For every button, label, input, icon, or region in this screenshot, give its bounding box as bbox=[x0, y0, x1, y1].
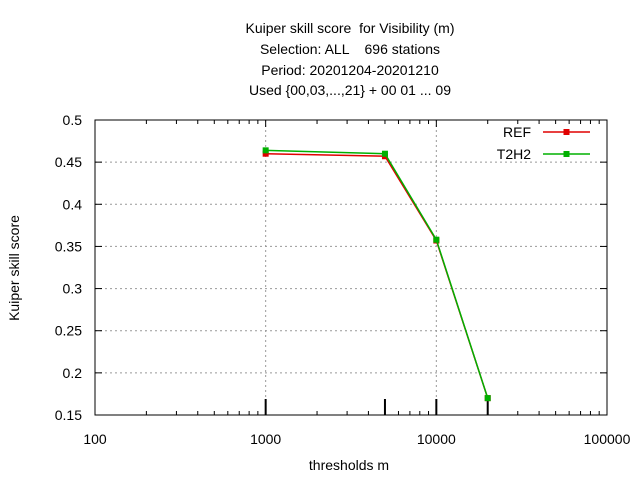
series-line-ref bbox=[265, 152, 489, 399]
series-line-t2h2 bbox=[265, 149, 489, 399]
x-tick-label: 100000 bbox=[584, 431, 631, 447]
legend-marker-t2h2 bbox=[563, 151, 570, 157]
y-tick-label: 0.45 bbox=[55, 154, 82, 170]
x-tick-label: 100 bbox=[83, 431, 107, 447]
chart-title-line-3: Period: 20201204-20201210 bbox=[261, 62, 439, 78]
y-tick-label: 0.15 bbox=[55, 407, 82, 423]
y-tick-label: 0.5 bbox=[63, 112, 83, 128]
legend-label-ref: REF bbox=[503, 124, 531, 140]
chart-title-line-2: Selection: ALL 696 stations bbox=[259, 41, 441, 57]
chart-title-line-4: Used {00,03,...,21} + 00 01 ... 09 bbox=[249, 82, 451, 98]
y-tick-label: 0.35 bbox=[55, 238, 82, 254]
x-tick-label: 10000 bbox=[417, 431, 456, 447]
chart-title-line-1: Kuiper skill score for Visibility (m) bbox=[245, 20, 455, 36]
data-point-t2h2 bbox=[381, 150, 388, 157]
data-point-ref bbox=[262, 150, 269, 157]
x-axis-label: thresholds m bbox=[308, 457, 390, 473]
data-point-t2h2 bbox=[433, 236, 440, 243]
y-tick-label: 0.4 bbox=[63, 196, 83, 212]
plot-frame bbox=[94, 119, 608, 416]
y-tick-label: 0.3 bbox=[63, 281, 83, 297]
legend-marker-ref bbox=[563, 129, 570, 135]
data-point-t2h2 bbox=[262, 147, 269, 154]
data-point-t2h2 bbox=[484, 395, 491, 402]
y-tick-label: 0.25 bbox=[55, 323, 82, 339]
y-tick-label: 0.2 bbox=[63, 365, 83, 381]
x-tick-label: 1000 bbox=[250, 431, 281, 447]
legend-label-t2h2: T2H2 bbox=[497, 146, 531, 162]
y-axis-label: Kuiper skill score bbox=[6, 215, 22, 321]
